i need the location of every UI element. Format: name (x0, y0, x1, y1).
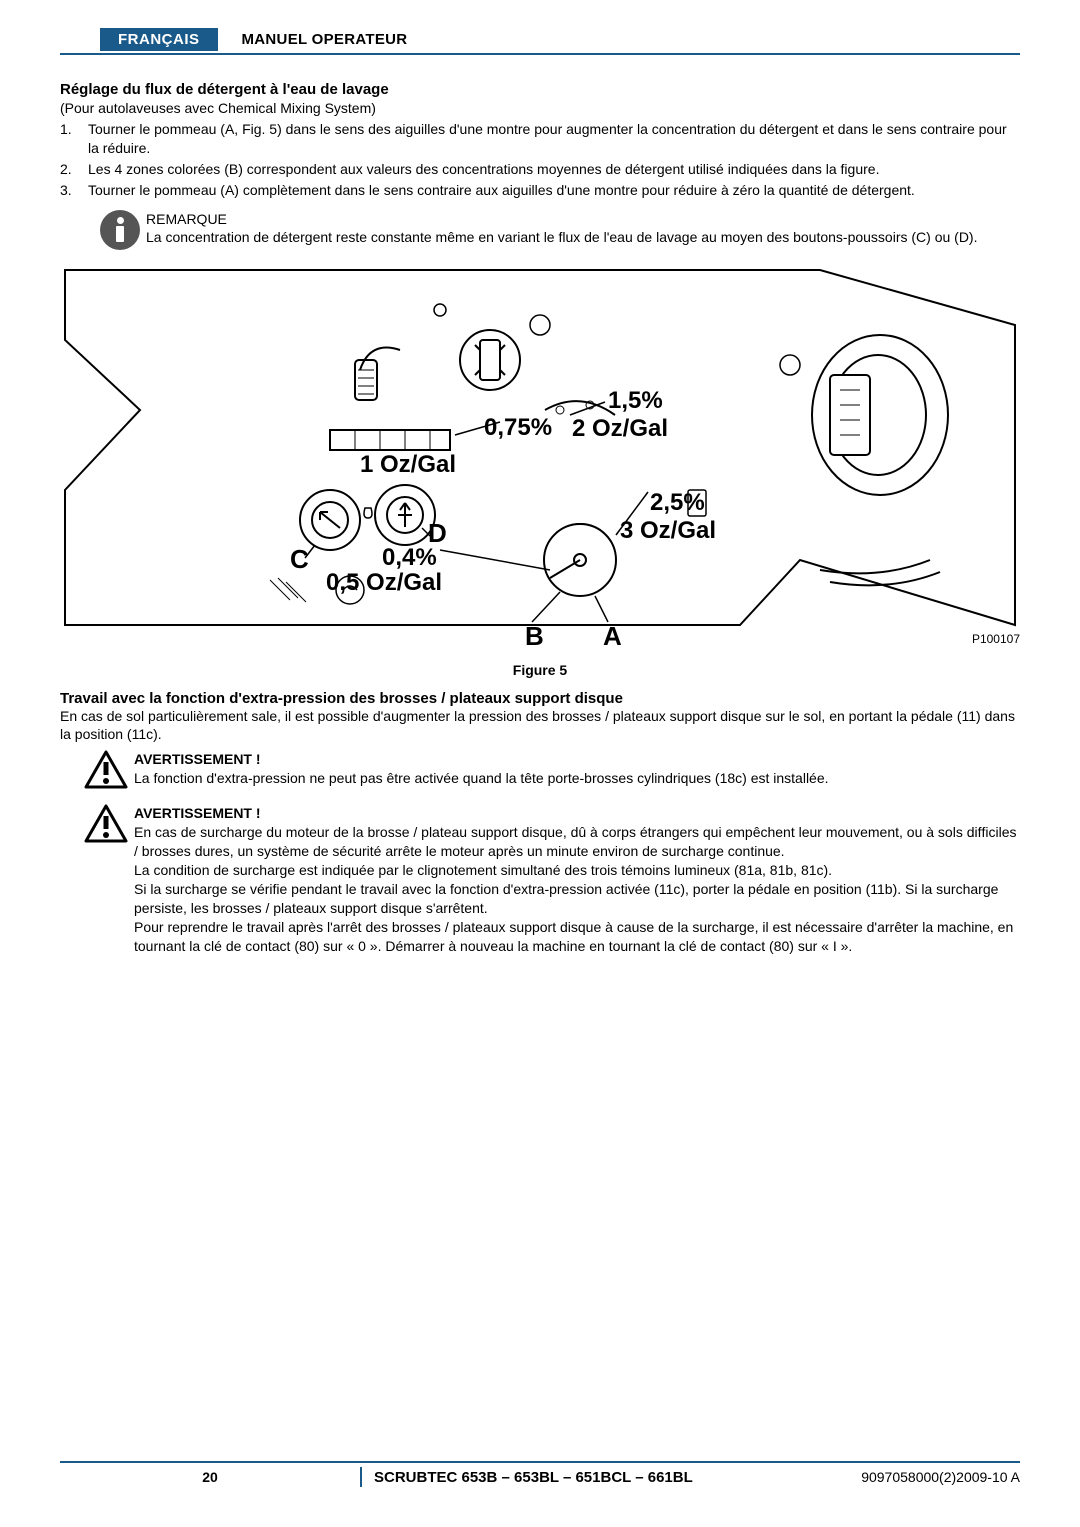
figure-code: P100107 (972, 632, 1020, 646)
page-number: 20 (60, 1469, 360, 1485)
section1-subtitle: (Pour autolaveuses avec Chemical Mixing … (60, 100, 1020, 116)
item-number: 3. (60, 181, 88, 200)
note-text: La concentration de détergent reste cons… (146, 228, 977, 247)
footer-product: SCRUBTEC 653B – 653BL – 651BCL – 661BL (374, 1469, 820, 1486)
figure-caption: Figure 5 (60, 662, 1020, 678)
fig-label-0-5oz: 0,5 Oz/Gal (326, 569, 442, 596)
fig-label-0-4: 0,4% (382, 544, 437, 571)
manual-title: MANUEL OPERATEUR (218, 28, 408, 51)
section1-title: Réglage du ﬂux de détergent à l'eau de l… (60, 81, 1020, 98)
warning-block-2: AVERTISSEMENT ! En cas de surcharge du m… (84, 804, 1020, 955)
fig-label-C: C (290, 544, 309, 574)
fig-label-3oz: 3 Oz/Gal (620, 517, 716, 544)
figure-diagram: 1,5% 0,75% 2 Oz/Gal 1 Oz/Gal 2,5% 3 Oz/G… (60, 260, 1020, 655)
warning-label: AVERTISSEMENT ! (134, 750, 829, 769)
page-footer: 20 SCRUBTEC 653B – 653BL – 651BCL – 661B… (60, 1461, 1020, 1487)
info-icon (100, 210, 140, 250)
fig-label-2oz: 2 Oz/Gal (572, 415, 668, 442)
fig-label-1oz: 1 Oz/Gal (360, 451, 456, 478)
warning-label: AVERTISSEMENT ! (134, 804, 1020, 823)
language-tag: FRANÇAIS (100, 28, 218, 51)
warning-icon (84, 804, 128, 844)
item-number: 1. (60, 120, 88, 158)
fig-label-B: B (525, 621, 544, 651)
figure-5: 1,5% 0,75% 2 Oz/Gal 1 Oz/Gal 2,5% 3 Oz/G… (60, 260, 1020, 678)
fig-label-0-75: 0,75% (484, 414, 552, 441)
section1-list: 1. Tourner le pommeau (A, Fig. 5) dans l… (60, 120, 1020, 200)
footer-divider (360, 1467, 362, 1487)
warning-text: La fonction d'extra-pression ne peut pas… (134, 769, 829, 788)
section2-title: Travail avec la fonction d'extra-pressio… (60, 690, 1020, 707)
footer-docref: 9097058000(2)2009-10 A (820, 1469, 1020, 1485)
item-text: Les 4 zones colorées (B) correspondent a… (88, 160, 879, 179)
note-label: REMARQUE (146, 210, 977, 229)
item-text: Tourner le pommeau (A) complètement dans… (88, 181, 915, 200)
fig-label-A: A (603, 621, 622, 651)
fig-label-D: D (428, 518, 447, 548)
fig-label-2-5: 2,5% (650, 489, 705, 516)
item-number: 2. (60, 160, 88, 179)
list-item: 2. Les 4 zones colorées (B) corresponden… (60, 160, 1020, 179)
fig-label-1-5: 1,5% (608, 387, 663, 414)
warning-block-1: AVERTISSEMENT ! La fonction d'extra-pres… (84, 750, 1020, 790)
list-item: 3. Tourner le pommeau (A) complètement d… (60, 181, 1020, 200)
page-header: FRANÇAIS MANUEL OPERATEUR (60, 28, 1020, 55)
list-item: 1. Tourner le pommeau (A, Fig. 5) dans l… (60, 120, 1020, 158)
warning-text: En cas de surcharge du moteur de la bros… (134, 823, 1020, 955)
warning-icon (84, 750, 128, 790)
item-text: Tourner le pommeau (A, Fig. 5) dans le s… (88, 120, 1020, 158)
note-block: REMARQUE La concentration de détergent r… (100, 210, 1020, 250)
section2-intro: En cas de sol particulièrement sale, il … (60, 707, 1020, 745)
